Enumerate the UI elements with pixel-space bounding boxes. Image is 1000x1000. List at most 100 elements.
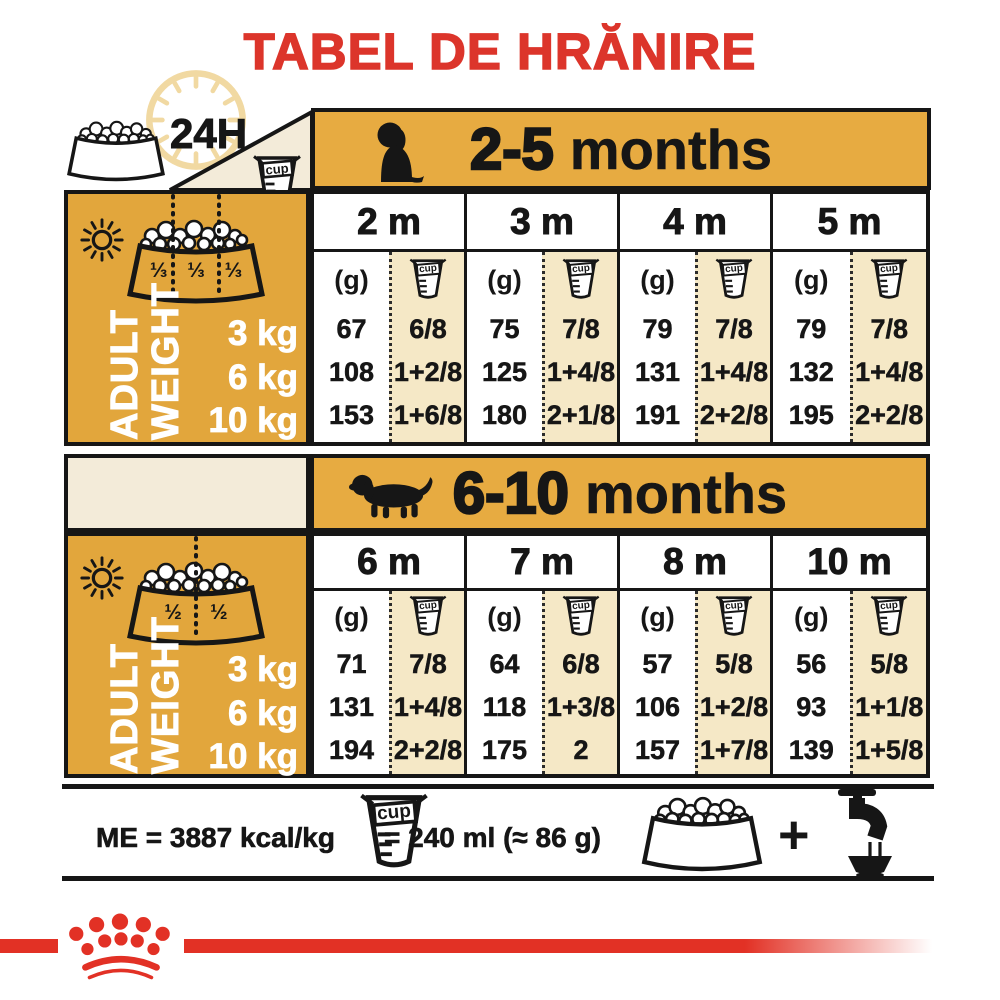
cups-value: 5/8 xyxy=(715,649,753,680)
cups-value: 2 xyxy=(573,735,589,766)
cups-value: 7/8 xyxy=(870,314,909,345)
cups-half: cup 5/8 1+1/8 1+5/8 xyxy=(849,591,926,774)
measuring-cup-icon: cup xyxy=(714,257,754,303)
cups-half: cup 5/8 1+2/8 1+7/8 xyxy=(695,591,770,774)
cups-half: cup 7/8 1+4/8 2+1/8 xyxy=(542,252,617,442)
cups-value: 1+4/8 xyxy=(546,357,616,388)
cups-value: 6/8 xyxy=(562,649,600,680)
month-column: 8 m (g) 57 106 157 cup 5/8 1+2/8 1+7/8 xyxy=(620,536,773,774)
banner-spacer-box xyxy=(64,454,310,532)
measuring-cup-icon: cup xyxy=(869,257,909,303)
fraction: ⅓ xyxy=(224,259,243,282)
grams-value: 125 xyxy=(481,357,528,388)
measuring-cup-icon: cup xyxy=(714,594,754,640)
page-title: TABEL DE HRĂNIRE xyxy=(243,22,757,81)
cups-value: 1+4/8 xyxy=(699,357,769,388)
age-unit: months xyxy=(584,461,788,525)
cups-value: 1+4/8 xyxy=(855,357,924,388)
cups-half: cup 7/8 1+4/8 2+2/8 xyxy=(389,591,464,774)
crown-logo xyxy=(60,910,184,980)
adult-weight-panel-2: ½ ½ ADULT WEIGHT 3 kg 6 kg 10 kg xyxy=(64,532,310,778)
month-column: 5 m (g) 79 132 195 cup 7/8 1+4/8 2+2/8 xyxy=(773,194,926,442)
grams-value: 131 xyxy=(328,692,375,723)
cups-value: 7/8 xyxy=(715,314,753,345)
cups-half: cup 7/8 1+4/8 2+2/8 xyxy=(849,252,926,442)
weight-row-label: 6 kg xyxy=(227,358,299,398)
month-column: 7 m (g) 64 118 175 cup 6/8 1+3/8 2 xyxy=(467,536,620,774)
water-faucet-icon xyxy=(818,786,898,878)
weight-row-label: 10 kg xyxy=(208,737,298,777)
grams-value: 131 xyxy=(634,357,681,388)
adult-weight-panel-1: ⅓ ⅓ ⅓ ADULT WEIGHT 3 kg 6 kg 10 kg xyxy=(64,190,310,446)
cups-value: 7/8 xyxy=(562,314,600,345)
month-header: 8 m xyxy=(620,536,770,591)
grams-value: 71 xyxy=(336,649,367,680)
grams-value: 106 xyxy=(634,692,681,723)
grams-value: 195 xyxy=(788,400,834,431)
cup-word: cup xyxy=(264,160,290,178)
adult-weight-label-line1: ADULT xyxy=(104,643,147,775)
age-range: 6-10 xyxy=(452,459,571,527)
grams-unit-label: (g) xyxy=(334,264,369,295)
divider-line xyxy=(62,876,934,881)
month-column: 6 m (g) 71 131 194 cup 7/8 1+4/8 2+2/8 xyxy=(314,536,467,774)
measuring-cup-icon: cup xyxy=(408,594,448,640)
age-range: 2-5 xyxy=(469,115,555,183)
month-header: 2 m xyxy=(314,194,464,252)
grams-value: 57 xyxy=(642,649,673,680)
grams-half: (g) 79 132 195 xyxy=(773,252,850,442)
weight-row-label: 3 kg xyxy=(227,314,299,354)
month-header: 4 m xyxy=(620,194,770,252)
feeding-grid-6-10-months: 6 m (g) 71 131 194 cup 7/8 1+4/8 2+2/8 7… xyxy=(310,532,930,778)
cups-value: 2+2/8 xyxy=(393,735,463,766)
grams-value: 180 xyxy=(481,400,528,431)
food-bowl-icon xyxy=(62,112,170,190)
plus-icon: + xyxy=(778,805,810,865)
cups-half: cup 6/8 1+3/8 2 xyxy=(542,591,617,774)
weight-row-label: 6 kg xyxy=(227,694,299,734)
grams-value: 153 xyxy=(328,400,375,431)
weight-row-label: 3 kg xyxy=(227,650,299,690)
grams-half: (g) 56 93 139 xyxy=(773,591,850,774)
month-header: 6 m xyxy=(314,536,464,591)
grams-half: (g) 57 106 157 xyxy=(620,591,695,774)
grams-value: 194 xyxy=(328,735,375,766)
cups-value: 2+2/8 xyxy=(699,400,769,431)
age-unit: months xyxy=(569,117,773,181)
grams-value: 75 xyxy=(489,314,520,345)
cups-value: 1+6/8 xyxy=(393,400,463,431)
grams-unit-label: (g) xyxy=(794,601,829,632)
cups-value: 1+1/8 xyxy=(855,692,924,723)
grams-unit-label: (g) xyxy=(487,264,522,295)
brand-stripe-right xyxy=(184,939,932,953)
cups-value: 7/8 xyxy=(409,649,447,680)
brand-stripe-left xyxy=(0,939,58,953)
month-header: 3 m xyxy=(467,194,617,252)
cups-half: cup 7/8 1+4/8 2+2/8 xyxy=(695,252,770,442)
month-column: 3 m (g) 75 125 180 cup 7/8 1+4/8 2+1/8 xyxy=(467,194,620,442)
moon-icon xyxy=(272,214,300,260)
month-column: 4 m (g) 79 131 191 cup 7/8 1+4/8 2+2/8 xyxy=(620,194,773,442)
food-bowl-icon xyxy=(626,792,778,876)
grams-value: 93 xyxy=(796,692,827,723)
cups-value: 2+1/8 xyxy=(546,400,616,431)
cups-value: 2+2/8 xyxy=(855,400,924,431)
grams-half: (g) 75 125 180 xyxy=(467,252,542,442)
measuring-cup-icon: cup xyxy=(869,594,909,640)
ration-bowl-thirds-icon xyxy=(116,194,276,310)
moon-icon xyxy=(272,552,300,598)
grams-value: 118 xyxy=(482,692,527,723)
grams-value: 79 xyxy=(642,314,673,345)
cups-value: 1+5/8 xyxy=(855,735,924,766)
cups-value: 1+2/8 xyxy=(699,692,769,723)
grams-unit-label: (g) xyxy=(487,601,522,632)
bowl-fractions: ⅓ ⅓ ⅓ xyxy=(116,256,276,286)
divider-line xyxy=(62,784,934,789)
grams-value: 191 xyxy=(634,400,681,431)
grams-value: 67 xyxy=(336,314,367,345)
fraction: ⅓ xyxy=(149,259,168,282)
month-column: 2 m (g) 67 108 153 cup 6/8 1+2/8 1+6/8 xyxy=(314,194,467,442)
grams-value: 108 xyxy=(328,357,375,388)
grams-half: (g) 67 108 153 xyxy=(314,252,389,442)
age-banner-2-5-months: 2-5 months xyxy=(311,108,931,190)
